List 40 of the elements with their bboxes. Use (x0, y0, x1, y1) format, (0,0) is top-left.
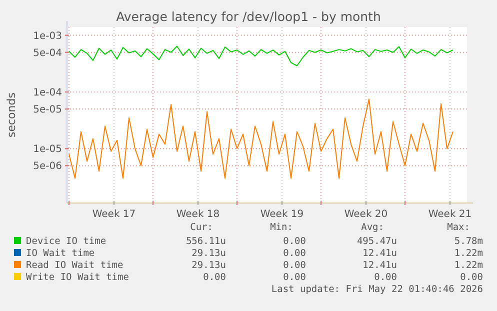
text: 1.22m (454, 260, 484, 271)
text: Last update: Fri May 22 01:40:46 2026 (271, 284, 484, 295)
y-axis-title: seconds (5, 92, 18, 138)
line-series (68, 46, 454, 66)
y-tick-label: 1e-04 (33, 87, 62, 98)
y-tick-label: 5e-04 (33, 48, 62, 59)
text: 495.47u (356, 236, 397, 247)
text: 0.00 (283, 272, 306, 283)
y-tick-label: 1e-03 (33, 30, 62, 42)
text: 0.00 (283, 248, 306, 259)
x-tick-label: Week 20 (344, 209, 388, 220)
x-tick-label: Week 21 (428, 209, 472, 220)
y-tick-label: 5e-06 (33, 161, 62, 172)
text: 0.00 (283, 260, 306, 271)
legend-label: Read IO Wait time (26, 260, 124, 271)
x-tick-label: Week 18 (176, 209, 220, 220)
text: 5.78m (454, 236, 484, 247)
text: 29.13u (192, 260, 226, 271)
line-series (68, 98, 454, 179)
text: Min: (270, 222, 293, 233)
y-tick-label: 1e-05 (33, 144, 62, 156)
text: 0.00 (203, 272, 226, 283)
x-tick-label: Week 19 (260, 209, 304, 220)
text: 0.00 (460, 272, 484, 283)
text: 29.13u (192, 248, 226, 259)
text: 12.41u (362, 248, 397, 259)
text: 12.41u (362, 260, 397, 271)
x-tick-label: Week 17 (92, 209, 136, 220)
text: Cur: (190, 222, 213, 233)
chart-title: Average latency for /dev/loop1 - by month (116, 9, 381, 24)
legend-label: IO Wait time (26, 248, 95, 259)
text: 1.22m (454, 248, 484, 259)
y-tick-label: 5e-05 (33, 104, 62, 116)
text: 0.00 (374, 272, 398, 283)
text: Avg: (361, 222, 384, 233)
legend-label: Device IO time (26, 236, 106, 247)
legend-label: Write IO Wait time (26, 272, 130, 283)
text: Max: (447, 222, 470, 233)
text: 0.00 (283, 236, 306, 247)
text: 556.11u (186, 236, 226, 247)
